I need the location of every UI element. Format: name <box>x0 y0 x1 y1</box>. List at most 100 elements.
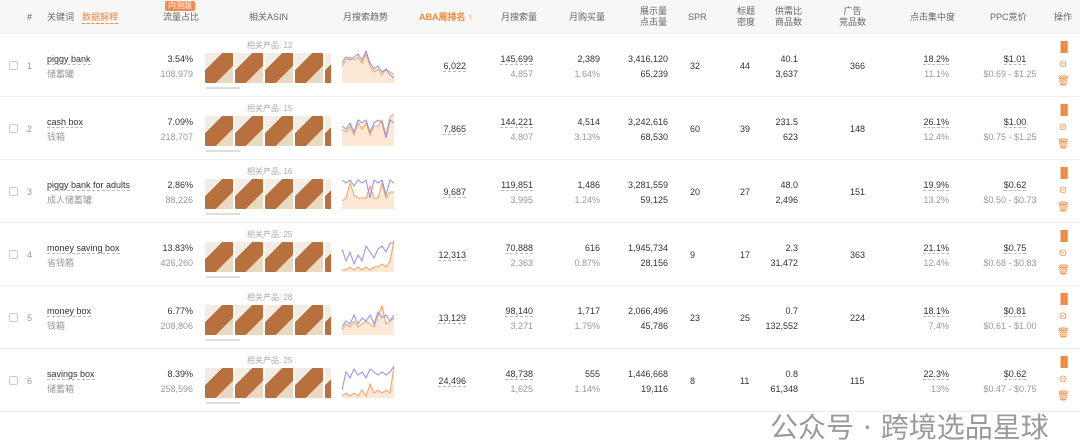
chart-icon[interactable]: ▐▌ <box>1057 294 1072 305</box>
product-thumbnail[interactable] <box>295 368 323 398</box>
chart-icon[interactable]: ▐▌ <box>1057 231 1072 242</box>
chart-icon[interactable]: ▐▌ <box>1057 42 1072 53</box>
product-thumbnail[interactable] <box>265 116 293 146</box>
data-explain-link[interactable]: 数据解释 <box>82 12 119 24</box>
asin-thumbnails[interactable] <box>205 242 331 272</box>
thumbnail-scrollbar[interactable] <box>206 339 240 341</box>
row-checkbox[interactable] <box>9 376 18 385</box>
chart-icon[interactable]: ▐▌ <box>1057 357 1072 368</box>
thumbnail-scrollbar[interactable] <box>206 150 240 152</box>
more-circle-icon[interactable]: ⊝ <box>1058 311 1068 322</box>
col-ppc-bid[interactable]: PPC竞价 <box>990 12 1027 22</box>
product-thumbnail[interactable] <box>265 368 293 398</box>
product-thumbnail[interactable] <box>295 305 323 335</box>
more-circle-icon[interactable]: ⊝ <box>1058 185 1068 196</box>
product-thumbnail[interactable] <box>235 53 263 83</box>
product-thumbnail[interactable] <box>235 368 263 398</box>
product-thumbnail[interactable] <box>325 242 331 272</box>
more-circle-icon[interactable]: ⊝ <box>1058 248 1068 259</box>
delete-icon[interactable]: 🗑︎ <box>1057 139 1070 150</box>
ppc-bid[interactable]: $1.01 <box>965 53 1065 65</box>
row-checkbox[interactable] <box>9 250 18 259</box>
keyword[interactable]: cash box <box>47 116 84 128</box>
ppc-bid[interactable]: $0.62 <box>965 179 1065 191</box>
row-checkbox[interactable] <box>9 187 18 196</box>
thumbnail-scrollbar[interactable] <box>206 213 240 215</box>
click-concentration[interactable]: 18.1% <box>923 305 949 317</box>
col-click-concentration[interactable]: 点击集中度 <box>910 12 956 22</box>
thumbnail-scrollbar[interactable] <box>206 87 240 89</box>
product-thumbnail[interactable] <box>325 179 331 209</box>
aba-rank[interactable]: 7,865 <box>443 123 466 135</box>
aba-rank[interactable]: 24,496 <box>438 375 466 387</box>
more-circle-icon[interactable]: ⊝ <box>1058 59 1068 70</box>
monthly-search[interactable]: 48,738 <box>505 368 533 380</box>
click-concentration[interactable]: 19.9% <box>923 179 949 191</box>
product-thumbnail[interactable] <box>295 53 323 83</box>
product-thumbnail[interactable] <box>325 368 331 398</box>
chart-icon[interactable]: ▐▌ <box>1057 105 1072 116</box>
monthly-search[interactable]: 98,140 <box>505 305 533 317</box>
ppc-bid[interactable]: $0.75 <box>965 242 1065 254</box>
product-thumbnail[interactable] <box>205 116 233 146</box>
monthly-search[interactable]: 70,888 <box>505 242 533 254</box>
product-thumbnail[interactable] <box>205 179 233 209</box>
monthly-search[interactable]: 119,851 <box>501 179 533 191</box>
product-thumbnail[interactable] <box>325 305 331 335</box>
monthly-search[interactable]: 145,699 <box>500 53 533 65</box>
product-thumbnail[interactable] <box>235 242 263 272</box>
asin-thumbnails[interactable] <box>205 305 331 335</box>
keyword[interactable]: money saving box <box>47 242 120 254</box>
col-monthly-buy[interactable]: 月购买量 <box>569 12 606 22</box>
aba-rank[interactable]: 12,313 <box>438 249 466 261</box>
thumbnail-scrollbar[interactable] <box>206 402 240 404</box>
product-thumbnail[interactable] <box>235 116 263 146</box>
keyword[interactable]: money box <box>47 305 92 317</box>
delete-icon[interactable]: 🗑︎ <box>1057 391 1070 402</box>
row-checkbox[interactable] <box>9 61 18 70</box>
col-ad-products[interactable]: 广告 竞品数 <box>839 6 866 28</box>
click-concentration[interactable]: 18.2% <box>923 53 949 65</box>
product-thumbnail[interactable] <box>265 53 293 83</box>
chart-icon[interactable]: ▐▌ <box>1057 168 1072 179</box>
keyword[interactable]: piggy bank for adults <box>47 179 131 191</box>
click-concentration[interactable]: 21.1% <box>923 242 949 254</box>
product-thumbnail[interactable] <box>295 242 323 272</box>
product-thumbnail[interactable] <box>265 179 293 209</box>
col-spr[interactable]: SPR <box>688 12 707 22</box>
product-thumbnail[interactable] <box>295 116 323 146</box>
more-circle-icon[interactable]: ⊝ <box>1058 374 1068 385</box>
delete-icon[interactable]: 🗑︎ <box>1057 265 1070 276</box>
more-circle-icon[interactable]: ⊝ <box>1058 122 1068 133</box>
product-thumbnail[interactable] <box>205 53 233 83</box>
col-traffic-share[interactable]: 流量占比 <box>163 12 200 22</box>
ppc-bid[interactable]: $0.62 <box>965 368 1065 380</box>
product-thumbnail[interactable] <box>295 179 323 209</box>
col-impressions-clicks[interactable]: 展示量 点击量 <box>640 6 667 28</box>
product-thumbnail[interactable] <box>205 368 233 398</box>
click-concentration[interactable]: 22.3% <box>923 368 949 380</box>
click-concentration[interactable]: 26.1% <box>923 116 949 128</box>
delete-icon[interactable]: 🗑︎ <box>1057 202 1070 213</box>
product-thumbnail[interactable] <box>325 116 331 146</box>
product-thumbnail[interactable] <box>235 305 263 335</box>
delete-icon[interactable]: 🗑︎ <box>1057 328 1070 339</box>
row-checkbox[interactable] <box>9 124 18 133</box>
delete-icon[interactable]: 🗑︎ <box>1057 76 1070 87</box>
product-thumbnail[interactable] <box>265 242 293 272</box>
asin-thumbnails[interactable] <box>205 368 331 398</box>
aba-rank[interactable]: 9,687 <box>443 186 466 198</box>
product-thumbnail[interactable] <box>205 305 233 335</box>
aba-rank[interactable]: 13,129 <box>438 312 466 324</box>
product-thumbnail[interactable] <box>205 242 233 272</box>
asin-thumbnails[interactable] <box>205 116 331 146</box>
asin-thumbnails[interactable] <box>205 53 331 83</box>
keyword[interactable]: piggy bank <box>47 53 91 65</box>
keyword[interactable]: savings box <box>47 368 95 380</box>
thumbnail-scrollbar[interactable] <box>206 276 240 278</box>
monthly-search[interactable]: 144,221 <box>500 116 533 128</box>
product-thumbnail[interactable] <box>265 305 293 335</box>
col-title-density[interactable]: 标题 密度 <box>737 6 755 28</box>
product-thumbnail[interactable] <box>235 179 263 209</box>
ppc-bid[interactable]: $1.00 <box>965 116 1065 128</box>
